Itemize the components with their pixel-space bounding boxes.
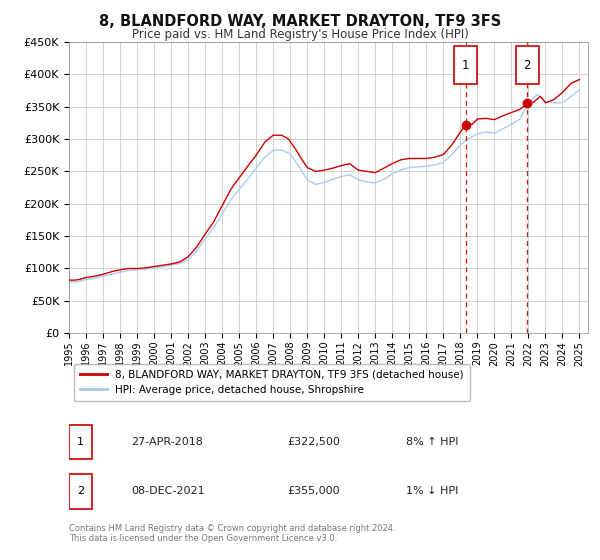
- Text: 8, BLANDFORD WAY, MARKET DRAYTON, TF9 3FS: 8, BLANDFORD WAY, MARKET DRAYTON, TF9 3F…: [99, 14, 501, 29]
- Text: 27-APR-2018: 27-APR-2018: [131, 437, 203, 447]
- FancyBboxPatch shape: [516, 46, 539, 84]
- Legend: 8, BLANDFORD WAY, MARKET DRAYTON, TF9 3FS (detached house), HPI: Average price, : 8, BLANDFORD WAY, MARKET DRAYTON, TF9 3F…: [74, 363, 470, 402]
- Text: Price paid vs. HM Land Registry's House Price Index (HPI): Price paid vs. HM Land Registry's House …: [131, 28, 469, 41]
- Text: 1: 1: [77, 437, 84, 447]
- FancyBboxPatch shape: [69, 425, 92, 459]
- Text: 08-DEC-2021: 08-DEC-2021: [131, 487, 205, 497]
- Text: 1% ↓ HPI: 1% ↓ HPI: [406, 487, 459, 497]
- Text: 2: 2: [77, 487, 84, 497]
- Text: 1: 1: [462, 59, 470, 72]
- FancyBboxPatch shape: [454, 46, 477, 84]
- Text: Contains HM Land Registry data © Crown copyright and database right 2024.
This d: Contains HM Land Registry data © Crown c…: [69, 524, 395, 543]
- Text: £355,000: £355,000: [287, 487, 340, 497]
- FancyBboxPatch shape: [69, 474, 92, 508]
- Text: 8% ↑ HPI: 8% ↑ HPI: [406, 437, 459, 447]
- Text: 2: 2: [524, 59, 531, 72]
- Text: £322,500: £322,500: [287, 437, 340, 447]
